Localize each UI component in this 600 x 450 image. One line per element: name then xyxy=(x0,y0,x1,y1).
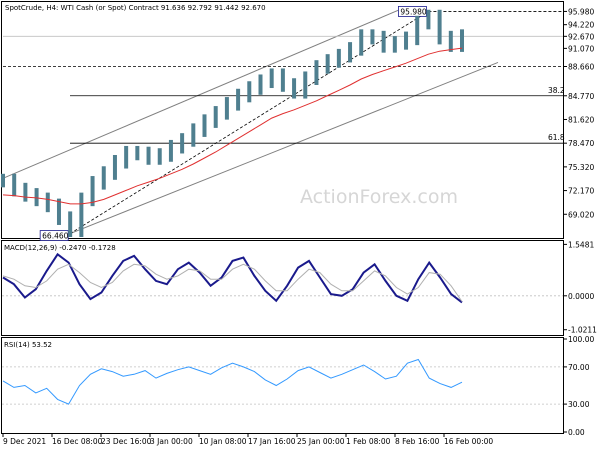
low-label: 66.460 xyxy=(42,232,68,241)
moving-average-line xyxy=(2,47,463,205)
y-tick-label: 0.00 xyxy=(568,428,585,437)
y-tick-label: 92.670 xyxy=(568,32,594,41)
y-tick-label: 95.980 xyxy=(568,7,594,16)
main-axis-ticks: 95.980 94.220 92.670 91.070 88.660 84.770 81.6… xyxy=(563,7,594,219)
y-tick-label: -1.0211 xyxy=(568,326,597,335)
macd-line xyxy=(2,252,463,304)
macd-panel-frame xyxy=(1,240,564,336)
x-tick-label: 1 Feb 08:00 xyxy=(346,437,391,446)
x-tick-label: 17 Jan 16:00 xyxy=(248,437,296,446)
rsi-line xyxy=(2,358,463,405)
y-tick-label: 1.5481 xyxy=(568,240,594,249)
y-tick-label: 88.660 xyxy=(568,63,594,72)
y-tick-label: 75.320 xyxy=(568,163,594,172)
y-tick-label: 70.00 xyxy=(568,363,590,372)
x-tick-label: 9 Dec 2021 xyxy=(3,437,46,446)
y-tick-label: 94.220 xyxy=(568,21,594,30)
rsi-series xyxy=(2,358,563,405)
main-annotations: 38.2 61.8 95.980 66.460 xyxy=(2,6,565,241)
main-panel-frame xyxy=(1,1,564,239)
macd-series xyxy=(2,252,563,304)
channel-lower-line xyxy=(69,61,499,235)
high-label: 95.980 xyxy=(400,7,426,16)
y-tick-label: 30.00 xyxy=(568,400,590,409)
fib-level-label: 61.8 xyxy=(548,133,565,142)
y-tick-label: 69.020 xyxy=(568,210,594,219)
rsi-title: RSI(14) 53.52 xyxy=(4,341,52,349)
x-tick-label: 23 Dec 16:00 xyxy=(101,437,152,446)
y-tick-label: 0.0000 xyxy=(568,292,594,301)
channel-upper-line xyxy=(2,8,401,179)
x-tick-label: 25 Jan 00:00 xyxy=(297,437,345,446)
y-tick-label: 72.170 xyxy=(568,187,594,196)
macd-title: MACD(12,26,9) -0.2470 -0.1728 xyxy=(4,244,116,252)
x-tick-label: 16 Dec 08:00 xyxy=(52,437,103,446)
low-high-dashed-line xyxy=(69,11,429,234)
y-tick-label: 100.00 xyxy=(568,335,594,344)
fib-level-label: 38.2 xyxy=(548,86,565,95)
rsi-axis-ticks: 100.00 70.00 30.00 0.00 xyxy=(563,335,594,437)
main-title: SpotCrude, H4: WTI Cash (or Spot) Contra… xyxy=(5,4,266,12)
watermark: ActionForex.com xyxy=(300,186,458,208)
rsi-panel-frame xyxy=(1,337,564,434)
price-series xyxy=(1,9,464,237)
y-tick-label: 84.770 xyxy=(568,92,594,101)
signal-line xyxy=(2,263,463,302)
y-tick-label: 78.470 xyxy=(568,139,594,148)
x-tick-label: 10 Jan 08:00 xyxy=(199,437,247,446)
x-tick-label: 3 Jan 00:00 xyxy=(150,437,193,446)
macd-axis-ticks: 1.5481 0.0000 -1.0211 xyxy=(563,240,597,335)
x-tick-label: 8 Feb 16:00 xyxy=(395,437,440,446)
y-tick-label: 81.620 xyxy=(568,115,594,124)
x-tick-label: 16 Feb 00:00 xyxy=(444,437,493,446)
y-tick-label: 91.070 xyxy=(568,44,594,53)
